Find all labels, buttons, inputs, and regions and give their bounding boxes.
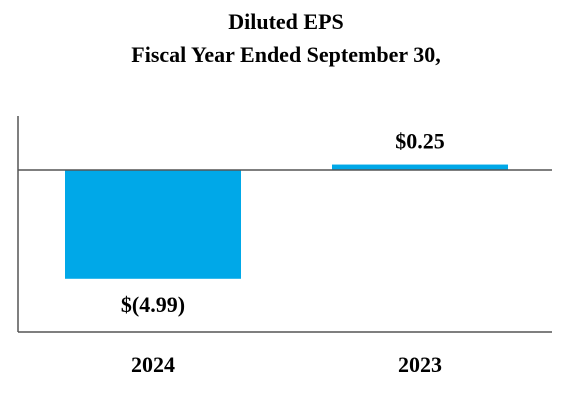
chart-title: Diluted EPS [228, 9, 344, 34]
data-label-2024: $(4.99) [121, 292, 185, 317]
bar-2024 [65, 170, 241, 279]
bars-layer [65, 164, 508, 279]
x-tick-label-2024: 2024 [131, 352, 175, 377]
chart-subtitle: Fiscal Year Ended September 30, [131, 42, 441, 67]
data-label-2023: $0.25 [395, 129, 445, 154]
x-tick-label-2023: 2023 [398, 352, 442, 377]
bar-2023 [332, 164, 508, 170]
labels-layer: $(4.99) 2024 $0.25 2023 [121, 129, 445, 377]
